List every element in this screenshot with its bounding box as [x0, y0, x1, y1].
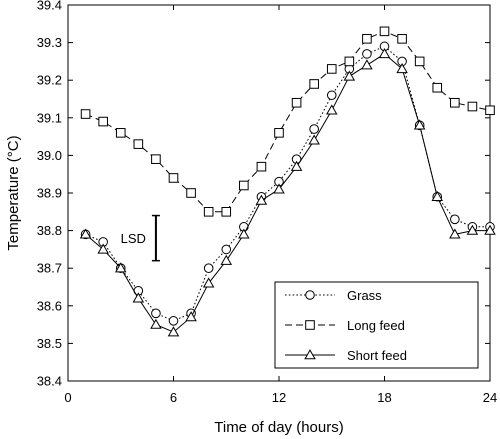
- data-point: [186, 188, 196, 198]
- y-tick-label: 38.4: [37, 374, 62, 389]
- data-point: [362, 49, 372, 59]
- data-point: [484, 224, 496, 235]
- legend-marker: [305, 290, 315, 300]
- data-point: [414, 56, 425, 67]
- data-point: [326, 90, 337, 101]
- y-tick-label: 39.1: [37, 110, 62, 125]
- data-point: [325, 104, 338, 115]
- data-point: [132, 292, 145, 303]
- data-point: [203, 263, 214, 274]
- legend-label: Short feed: [347, 348, 407, 363]
- data-point: [343, 70, 356, 81]
- data-point: [238, 228, 250, 239]
- data-point: [344, 56, 355, 67]
- data-point: [151, 154, 161, 164]
- data-point: [115, 128, 126, 138]
- data-point: [221, 244, 232, 255]
- x-tick-label: 12: [272, 390, 286, 405]
- data-point: [466, 224, 479, 235]
- data-point: [255, 194, 268, 205]
- series-long-feed: [80, 26, 495, 217]
- data-point: [168, 173, 179, 183]
- axis-ticks: 0 6 12 18 24 38.4 38.5 38.6 38.7 38.8 38.9 39.0 39.1…: [37, 0, 498, 405]
- data-point: [361, 59, 373, 70]
- data-point: [485, 105, 495, 116]
- data-point: [167, 326, 180, 337]
- x-tick-label: 6: [170, 390, 177, 405]
- data-point: [449, 228, 461, 239]
- y-tick-label: 39.3: [37, 35, 62, 50]
- series-line: [85, 53, 490, 333]
- data-point: [397, 34, 407, 44]
- data-point: [326, 64, 337, 74]
- data-point: [378, 47, 391, 59]
- data-point: [413, 119, 426, 130]
- lsd-bar-group: LSD: [121, 214, 160, 262]
- data-point: [274, 128, 284, 138]
- y-tick-label: 38.7: [37, 261, 62, 276]
- data-point: [432, 82, 443, 93]
- y-tick-label: 38.5: [37, 336, 62, 351]
- data-point: [98, 116, 108, 127]
- data-point: [150, 318, 162, 329]
- y-tick-label: 38.6: [37, 298, 62, 313]
- data-point: [114, 262, 127, 273]
- series-line: [85, 45, 490, 322]
- data-point: [450, 97, 460, 108]
- data-point: [273, 183, 285, 194]
- legend-label: Long feed: [347, 318, 405, 333]
- y-tick-label: 39.0: [37, 148, 62, 163]
- lsd-label: LSD: [121, 231, 146, 246]
- data-point: [239, 180, 249, 191]
- y-axis-title: Temperature (°C): [5, 135, 22, 250]
- data-point: [221, 207, 232, 217]
- data-point: [80, 109, 91, 119]
- data-point: [291, 97, 302, 108]
- data-point: [396, 63, 408, 74]
- legend-marker: [305, 320, 315, 330]
- series-short-feed: [79, 47, 496, 337]
- data-point: [309, 124, 319, 134]
- data-point: [379, 26, 390, 37]
- data-point: [203, 207, 214, 217]
- legend: Grass Long feed Short feed: [274, 281, 479, 369]
- x-tick-label: 18: [377, 390, 391, 405]
- data-point: [431, 190, 444, 201]
- legend-marker: [304, 349, 316, 360]
- y-tick-label: 38.8: [37, 223, 62, 238]
- data-point: [256, 161, 267, 172]
- data-point: [151, 308, 161, 319]
- y-tick-label: 39.2: [37, 73, 62, 88]
- data-point: [308, 134, 320, 145]
- data-point: [220, 254, 233, 265]
- data-point: [309, 79, 319, 89]
- data-point: [450, 214, 460, 225]
- data-point: [168, 316, 179, 326]
- series-group: [79, 26, 496, 337]
- series-line: [85, 30, 491, 213]
- data-point: [79, 228, 92, 239]
- x-tick-label: 0: [64, 390, 71, 405]
- y-tick-label: 39.4: [37, 0, 62, 13]
- y-tick-label: 38.9: [37, 186, 62, 201]
- data-point: [467, 101, 478, 112]
- legend-label: Grass: [347, 288, 382, 303]
- data-point: [185, 311, 197, 322]
- data-point: [133, 139, 144, 149]
- x-tick-label: 24: [483, 390, 497, 405]
- data-point: [97, 243, 109, 254]
- data-point: [202, 277, 215, 288]
- x-axis-title: Time of day (hours): [214, 419, 344, 436]
- data-point: [290, 160, 303, 171]
- data-point: [362, 34, 372, 44]
